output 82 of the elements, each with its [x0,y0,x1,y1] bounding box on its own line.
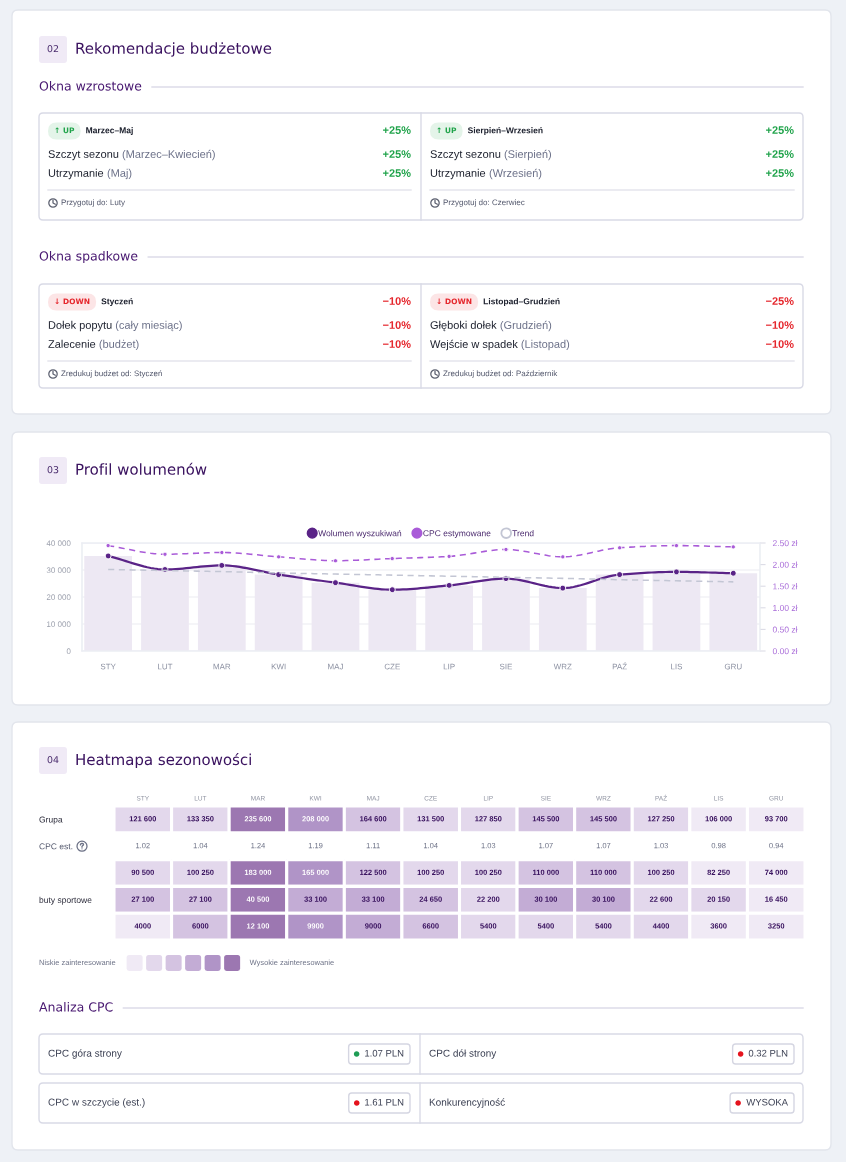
text: Okna wzrostowe [39,80,142,91]
text: 04 [47,756,59,764]
text: −25% [766,297,794,305]
x-tick-label: KWI [271,663,286,670]
chart-title: Heatmapa sezonowości [76,752,251,769]
y-tick-label: CPC est. [39,843,73,850]
text: Utrzymanie [430,168,486,180]
text: Zredukuj budżet od: Styczeń [61,370,162,378]
text: +25% [383,169,411,177]
text: Zredukuj budżet od: Październik [443,370,558,378]
text: +25% [766,169,794,177]
text: Rekomendacje budżetowe [76,42,272,57]
text: Sierpień–Wrzesień [467,127,543,135]
x-tick-label: SIE [499,663,513,670]
text: Przygotuj do: Luty [61,199,126,207]
y-tick-label: 10 000 [47,621,71,627]
text: Głęboki dołek [430,320,497,332]
x-tick-label: CZE [384,663,400,670]
text: (Wrzesień) [489,168,542,180]
text: (Maj) [107,168,132,180]
text: Okna spadkowe [39,250,138,264]
x-tick-label: LIS [671,663,683,670]
text: Utrzymanie [48,168,104,180]
text: +25% [766,126,794,134]
text: CPC dół strony [429,1049,497,1059]
y2-tick-label: 0.00 zł [772,647,798,655]
text: +25% [383,126,411,134]
text: CPC góra strony [48,1049,122,1059]
text: 1.07 PLN [365,1049,404,1057]
y-tick-label: buty sportowe [39,896,92,905]
text: (Marzec–Kwiecień) [122,149,215,161]
text: Zalecenie [48,339,96,348]
text: −10% [766,340,794,348]
y2-tick-label: 1.50 zł [773,583,798,590]
text: (budżet) [99,339,139,351]
text: −10% [383,297,411,305]
text: WYSOKA [746,1098,788,1106]
x-tick-label: LIP [443,663,455,670]
text: Przygotuj do: Czerwiec [443,199,525,207]
text: Wejście w spadek [430,339,518,351]
y-tick-label: Grupa [39,816,63,825]
x-tick-label: GRU [724,663,742,670]
text: +25% [383,150,411,158]
y-tick-label: 0 [66,648,71,654]
text: Szczyt sezonu [48,150,119,161]
y2-tick-label: 2.00 zł [772,561,798,568]
x-tick-label: MAR [213,663,231,670]
text: Dołek popytu [48,320,112,332]
x-tick-label: LUT [158,663,173,670]
text: (cały miesiąc) [115,320,182,332]
x-tick-label: STY [100,663,116,670]
y2-tick-label: 1.00 zł [773,604,798,611]
text: Szczyt sezonu [430,150,501,161]
text: (Listopad) [521,339,570,351]
text: 02 [47,45,59,53]
y-tick-label: 30 000 [46,567,71,573]
y2-tick-label: 0.50 zł [772,626,798,633]
y-tick-label: 40 000 [46,540,71,546]
text: Styczeń [101,298,133,306]
text: Konkurencyjność [429,1098,505,1108]
text: −10% [383,340,411,348]
text: −10% [383,321,411,329]
x-tick-label: MAJ [328,663,343,670]
text: CPC w szczycie (est.) [48,1098,145,1108]
y-tick-label: 20 000 [46,594,71,600]
text: −10% [766,321,794,329]
text: Marzec–Maj [86,127,133,135]
y2-tick-label: 2.50 zł [772,539,798,547]
text: 0.32 PLN [748,1049,788,1057]
legend-label: CPC estymowane [423,530,491,538]
text: (Sierpień) [504,149,551,161]
legend-label: Trend [512,529,534,537]
chart-title: Profil wolumenów [76,462,207,475]
x-tick-label: PAŹ [612,662,627,670]
text: Listopad–Grudzień [483,298,560,306]
text: (Grudzień) [500,320,552,332]
legend-label: Wolumen wyszukiwań [318,529,402,538]
text: Analiza CPC [39,1001,113,1012]
text: 03 [47,466,59,474]
text: 1.61 PLN [365,1098,404,1106]
x-tick-label: WRZ [553,663,572,670]
text: +25% [766,150,794,158]
